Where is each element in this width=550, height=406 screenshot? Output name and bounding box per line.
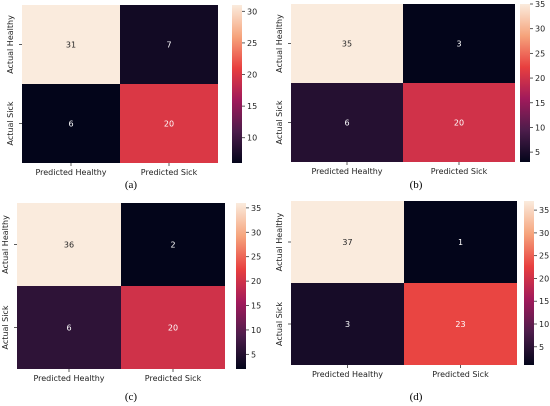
cell-value-label: 23: [455, 320, 465, 329]
cell-value-label: 6: [68, 120, 73, 129]
colorbar-tick-label: 25: [251, 253, 261, 262]
cell-value-label: 7: [166, 41, 171, 50]
heatmap-cell: [403, 83, 515, 162]
colorbar-tick-label: 5: [251, 350, 256, 359]
x-tick-label: Predicted Healthy: [312, 370, 383, 379]
colorbar: [232, 5, 242, 163]
heatmap-panel-b: 35 3 6 20 Actual Healthy Actual Sick Predicted…: [275, 0, 545, 191]
colorbar-tick-label: 35: [539, 206, 549, 215]
x-tick-label: Predicted Sick: [145, 374, 202, 383]
heatmap-cell: [121, 203, 225, 286]
x-tick-label: Predicted Sick: [432, 370, 489, 379]
panel-caption: (a): [125, 179, 138, 191]
colorbar-tick-label: 30: [251, 228, 261, 237]
y-tick-label: Actual Healthy: [275, 212, 284, 271]
heatmap-cell: [22, 84, 120, 163]
heatmap-panel-c: 36 2 6 20 Actual Healthy Actual Sick Predicted…: [1, 203, 261, 403]
heatmap-panel-a: 31 7 6 20 Actual Healthy Actual Sick Predicted…: [6, 5, 257, 191]
heatmap-cell: [404, 283, 517, 365]
cell-value-label: 1: [458, 238, 463, 247]
x-tick-label: Predicted Healthy: [33, 374, 104, 383]
colorbar-tick-label: 25: [247, 39, 257, 48]
colorbar-tick-label: 10: [535, 123, 545, 132]
x-tick-label: Predicted Sick: [141, 168, 198, 177]
cell-value-label: 35: [342, 40, 352, 49]
cell-value-label: 31: [66, 41, 76, 50]
heatmap-cell: [120, 5, 218, 84]
heatmap-cell: [22, 5, 120, 84]
panel-caption: (b): [410, 179, 423, 191]
heatmap-cell: [291, 283, 404, 365]
colorbar-tick-label: 20: [539, 274, 549, 283]
cell-value-label: 20: [168, 324, 178, 333]
x-tick-label: Predicted Healthy: [311, 167, 382, 176]
y-tick-label: Actual Healthy: [6, 15, 15, 74]
panel-caption: (c): [125, 391, 138, 403]
y-tick-label: Actual Sick: [275, 100, 284, 144]
cell-value-label: 3: [456, 40, 461, 49]
heatmap-cell: [404, 201, 517, 283]
cell-value-label: 2: [170, 241, 175, 250]
cell-value-label: 36: [64, 241, 74, 250]
heatmap-cell: [291, 4, 403, 83]
cell-value-label: 3: [345, 320, 350, 329]
colorbar-tick-label: 15: [535, 99, 545, 108]
colorbar: [520, 4, 530, 162]
y-tick-label: Actual Sick: [6, 101, 15, 145]
heatmap-cell: [120, 84, 218, 163]
panel-caption: (d): [410, 391, 423, 403]
y-tick-label: Actual Healthy: [275, 14, 284, 73]
cell-value-label: 37: [342, 238, 352, 247]
colorbar-tick-label: 30: [535, 25, 545, 34]
heatmap-cell: [291, 201, 404, 283]
heatmap-cell: [121, 286, 225, 369]
colorbar-tick-label: 25: [535, 49, 545, 58]
cell-value-label: 20: [164, 120, 174, 129]
cell-value-label: 20: [454, 119, 464, 128]
colorbar-tick-label: 30: [539, 229, 549, 238]
colorbar: [236, 203, 246, 369]
colorbar-tick-label: 15: [247, 102, 257, 111]
heatmap-panel-d: 37 1 3 23 Actual Healthy Actual Sick Predicted…: [275, 201, 549, 403]
colorbar-tick-label: 5: [535, 148, 540, 157]
colorbar-tick-label: 20: [535, 74, 545, 83]
colorbar: [524, 201, 534, 365]
y-tick-label: Actual Sick: [275, 302, 284, 346]
colorbar-tick-label: 10: [539, 320, 549, 329]
colorbar-tick-label: 20: [251, 277, 261, 286]
colorbar-tick-label: 15: [539, 297, 549, 306]
colorbar-tick-label: 20: [247, 71, 257, 80]
colorbar-tick-label: 15: [251, 302, 261, 311]
colorbar-tick-label: 35: [251, 204, 261, 213]
heatmap-cell: [291, 83, 403, 162]
y-tick-label: Actual Healthy: [1, 215, 10, 274]
x-tick-label: Predicted Healthy: [35, 168, 106, 177]
heatmap-cell: [403, 4, 515, 83]
cell-value-label: 6: [344, 119, 349, 128]
colorbar-tick-label: 30: [247, 7, 257, 16]
cell-value-label: 6: [66, 324, 71, 333]
heatmap-cell: [17, 203, 121, 286]
colorbar-tick-label: 10: [251, 326, 261, 335]
y-tick-label: Actual Sick: [1, 305, 10, 349]
x-tick-label: Predicted Sick: [431, 167, 488, 176]
heatmap-cell: [17, 286, 121, 369]
colorbar-tick-label: 35: [535, 0, 545, 9]
colorbar-tick-label: 10: [247, 134, 257, 143]
colorbar-tick-label: 5: [539, 343, 544, 352]
colorbar-tick-label: 25: [539, 252, 549, 261]
